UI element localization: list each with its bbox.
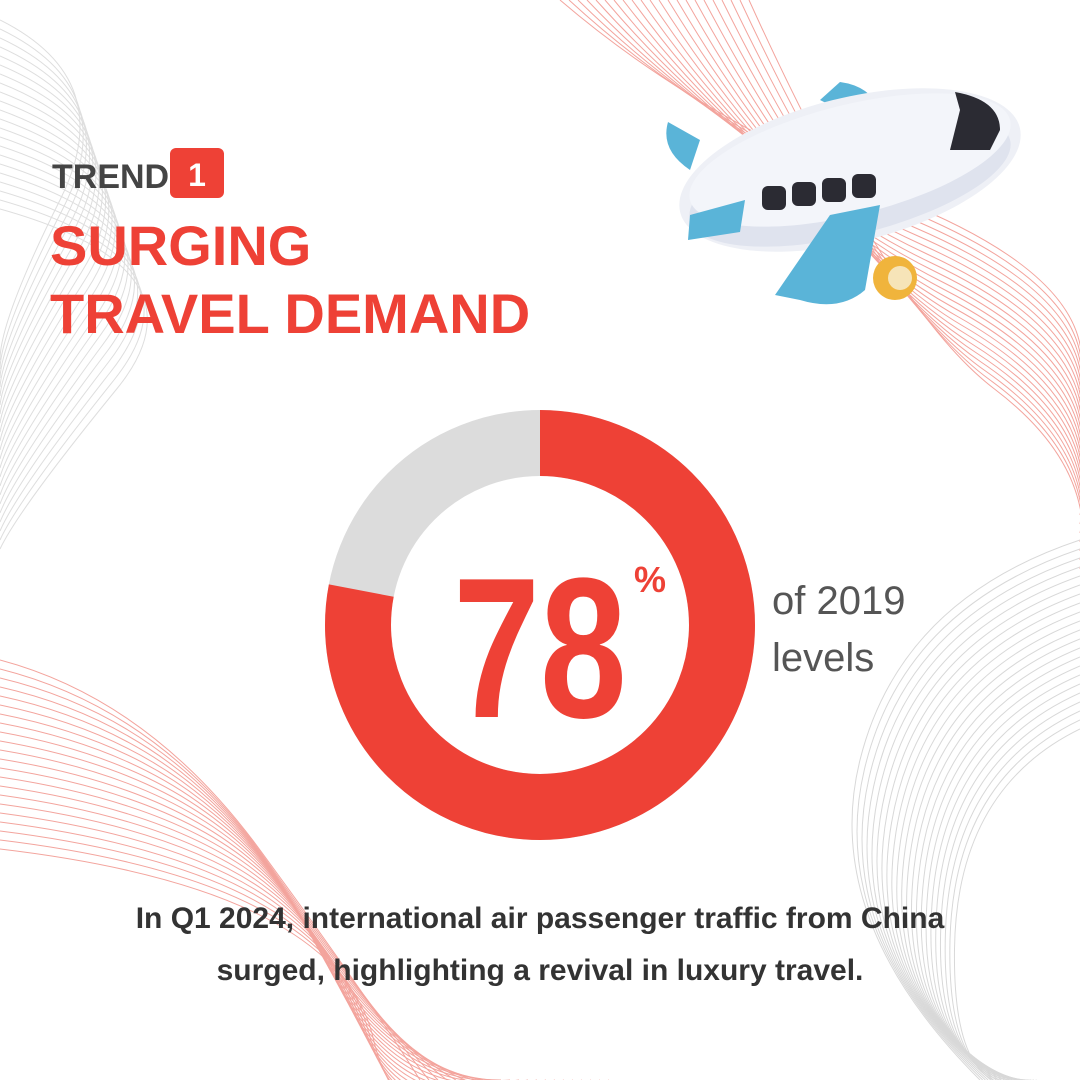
wave-line <box>0 172 135 514</box>
wave-line <box>0 794 555 1080</box>
wave-line <box>925 674 1080 1080</box>
wave-line <box>658 0 1080 479</box>
wave-line <box>0 199 145 541</box>
wave-line <box>0 145 126 487</box>
wave-line <box>0 46 91 388</box>
wave-line <box>0 109 113 451</box>
wave-line <box>649 0 1080 470</box>
wave-line <box>0 749 510 1080</box>
wave-line <box>876 584 1080 1080</box>
donut-chart: 78% <box>325 410 755 840</box>
wave-line <box>0 821 582 1080</box>
wave-line <box>866 566 1080 1080</box>
caption-line: In Q1 2024, international air passenger … <box>136 902 945 935</box>
airplane <box>666 82 1021 305</box>
note-line: levels <box>772 636 874 680</box>
wave-line <box>949 719 1080 1080</box>
wave-line <box>915 656 1080 1080</box>
donut-unit: % <box>634 559 666 600</box>
note-line: of 2019 <box>772 579 905 623</box>
trend-label: TREND <box>52 158 169 196</box>
wave-line <box>667 0 1080 488</box>
wave-line <box>0 812 573 1080</box>
wave-line <box>0 181 139 523</box>
wave-line <box>0 127 119 469</box>
wave-line <box>0 19 81 361</box>
donut-value: 78 <box>453 537 627 760</box>
wave-line <box>604 0 1080 425</box>
wave-line <box>640 0 1080 461</box>
wave-line <box>0 136 123 478</box>
wave-line <box>871 575 1080 1080</box>
wave-line <box>0 64 97 406</box>
wave-line <box>0 208 148 550</box>
wave-line <box>944 710 1080 1080</box>
wave-line <box>881 593 1080 1080</box>
wave-line <box>0 803 564 1080</box>
wave-line <box>0 37 87 379</box>
wave-line <box>0 100 110 442</box>
wave-line <box>0 82 103 424</box>
wave-line <box>685 0 1080 506</box>
trend-badge <box>170 148 224 198</box>
wave-line <box>856 548 1080 1080</box>
wave-line <box>0 154 129 496</box>
trend-number: 1 <box>188 157 206 193</box>
caption-line: surged, highlighting a revival in luxury… <box>217 954 864 987</box>
wave-line <box>0 839 600 1080</box>
wave-line <box>0 785 546 1080</box>
wave-line <box>0 776 537 1080</box>
wave-line <box>0 118 116 460</box>
wave-line <box>861 557 1080 1080</box>
wave-line <box>0 758 519 1080</box>
wave-line <box>953 728 1080 1080</box>
donut-segment <box>325 410 755 840</box>
wave-line <box>676 0 1080 497</box>
wave-line <box>886 602 1080 1080</box>
wave-line <box>631 0 1080 452</box>
wave-line <box>891 611 1080 1080</box>
wave-line <box>0 830 591 1080</box>
wave-line <box>622 0 1080 443</box>
title-line: SURGING <box>50 214 311 277</box>
title-line: TRAVEL DEMAND <box>50 282 530 345</box>
wave-line <box>939 701 1080 1080</box>
wave-line <box>613 0 1080 434</box>
wave-line <box>0 91 106 433</box>
wave-line <box>0 163 132 505</box>
wave-line <box>851 539 1080 1080</box>
wave-line <box>0 190 142 532</box>
wave-line <box>0 55 94 397</box>
wave-line <box>0 848 609 1080</box>
wave-line <box>0 73 100 415</box>
wave-line <box>0 28 84 370</box>
